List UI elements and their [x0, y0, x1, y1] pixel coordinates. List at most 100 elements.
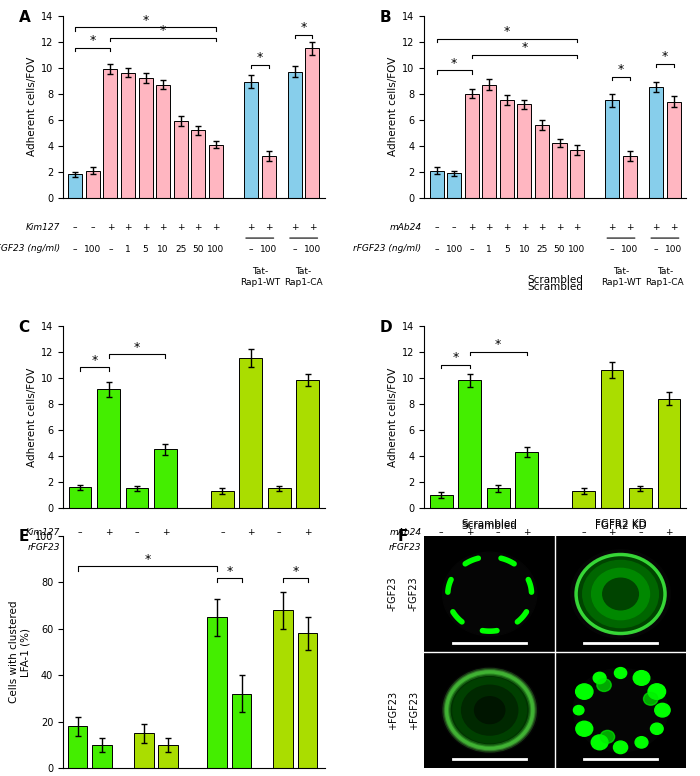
Bar: [447, 173, 461, 198]
Text: 5: 5: [143, 245, 148, 255]
Text: +: +: [494, 545, 502, 553]
Bar: [232, 694, 251, 768]
Y-axis label: Adherent cells/FOV: Adherent cells/FOV: [388, 57, 398, 157]
Circle shape: [576, 555, 665, 633]
Bar: [156, 85, 170, 198]
Bar: [430, 495, 453, 508]
Bar: [296, 380, 319, 508]
Text: –: –: [452, 223, 456, 233]
Text: Tat-
Rap1-CA: Tat- Rap1-CA: [284, 267, 323, 286]
Bar: [239, 359, 262, 508]
Text: 100: 100: [304, 245, 321, 255]
Bar: [465, 94, 479, 198]
Text: 25: 25: [536, 245, 547, 255]
Text: 1: 1: [486, 245, 492, 255]
Bar: [134, 733, 153, 768]
Text: *: *: [91, 354, 97, 367]
Text: *: *: [144, 553, 150, 566]
Text: *: *: [495, 338, 501, 351]
Text: rFGF23: rFGF23: [389, 542, 421, 552]
Bar: [139, 78, 153, 198]
Text: +: +: [608, 528, 616, 537]
Text: +: +: [133, 545, 141, 553]
Text: +: +: [106, 223, 114, 233]
Circle shape: [615, 667, 626, 678]
Text: –: –: [470, 245, 474, 255]
Text: 100: 100: [260, 245, 277, 255]
Text: 100: 100: [84, 245, 102, 255]
Text: +: +: [160, 223, 167, 233]
Bar: [207, 617, 227, 768]
Text: –: –: [293, 245, 297, 255]
Bar: [623, 156, 637, 198]
Text: 50: 50: [193, 245, 204, 255]
Text: *: *: [618, 63, 624, 76]
Text: –: –: [90, 223, 95, 233]
Text: –: –: [581, 528, 586, 537]
Text: +: +: [670, 223, 678, 233]
Text: 100: 100: [665, 245, 682, 255]
Text: –: –: [220, 528, 225, 537]
Text: +: +: [105, 528, 112, 537]
Text: +: +: [468, 223, 475, 233]
Text: 100: 100: [445, 245, 463, 255]
Text: –: –: [439, 528, 444, 537]
Text: +: +: [523, 545, 531, 553]
Y-axis label: Adherent cells/FOV: Adherent cells/FOV: [27, 367, 36, 466]
Text: 1: 1: [125, 245, 131, 255]
Text: A: A: [18, 10, 30, 25]
Text: +: +: [538, 223, 546, 233]
Bar: [657, 399, 680, 508]
Text: –: –: [434, 223, 439, 233]
Bar: [244, 82, 258, 198]
Text: +: +: [309, 223, 316, 233]
Text: +: +: [466, 528, 473, 537]
Text: FGFR2 KD: FGFR2 KD: [595, 519, 646, 529]
Text: D: D: [379, 320, 393, 335]
Bar: [97, 390, 120, 508]
Circle shape: [603, 578, 638, 610]
Text: +: +: [212, 223, 220, 233]
Text: Tat-
Rap1-WT: Tat- Rap1-WT: [601, 267, 641, 286]
Circle shape: [592, 735, 608, 750]
Y-axis label: Adherent cells/FOV: Adherent cells/FOV: [27, 57, 36, 157]
Text: +: +: [608, 223, 616, 233]
Text: Scrambled: Scrambled: [462, 521, 517, 532]
Text: +: +: [247, 528, 255, 537]
Circle shape: [441, 667, 538, 753]
Text: C: C: [18, 320, 29, 335]
Text: –: –: [134, 528, 139, 537]
Bar: [268, 489, 290, 508]
Text: *: *: [452, 351, 458, 364]
Text: –: –: [248, 545, 253, 553]
Text: 100: 100: [621, 245, 638, 255]
Text: *: *: [226, 565, 232, 577]
Text: 100: 100: [568, 245, 586, 255]
Text: +: +: [556, 223, 564, 233]
Circle shape: [597, 679, 611, 691]
Circle shape: [442, 553, 537, 636]
Text: rFGF23: rFGF23: [28, 542, 60, 552]
Circle shape: [613, 741, 628, 753]
Circle shape: [593, 672, 606, 684]
Text: 50: 50: [554, 245, 566, 255]
Text: –: –: [108, 245, 113, 255]
Text: +: +: [523, 528, 531, 537]
Bar: [211, 491, 234, 508]
Circle shape: [650, 723, 663, 734]
Text: –: –: [248, 245, 253, 255]
Text: 10: 10: [519, 245, 530, 255]
Text: Scrambled: Scrambled: [527, 275, 583, 285]
Bar: [629, 489, 652, 508]
Text: *: *: [504, 26, 510, 38]
Bar: [570, 150, 584, 198]
Text: +: +: [162, 545, 169, 553]
Text: Tat-
Rap1-CA: Tat- Rap1-CA: [645, 267, 684, 286]
Circle shape: [600, 730, 615, 743]
Text: +: +: [665, 528, 673, 537]
Bar: [121, 73, 135, 198]
Bar: [430, 171, 444, 198]
Text: –: –: [638, 528, 643, 537]
Text: 100: 100: [207, 245, 225, 255]
Bar: [209, 144, 223, 198]
